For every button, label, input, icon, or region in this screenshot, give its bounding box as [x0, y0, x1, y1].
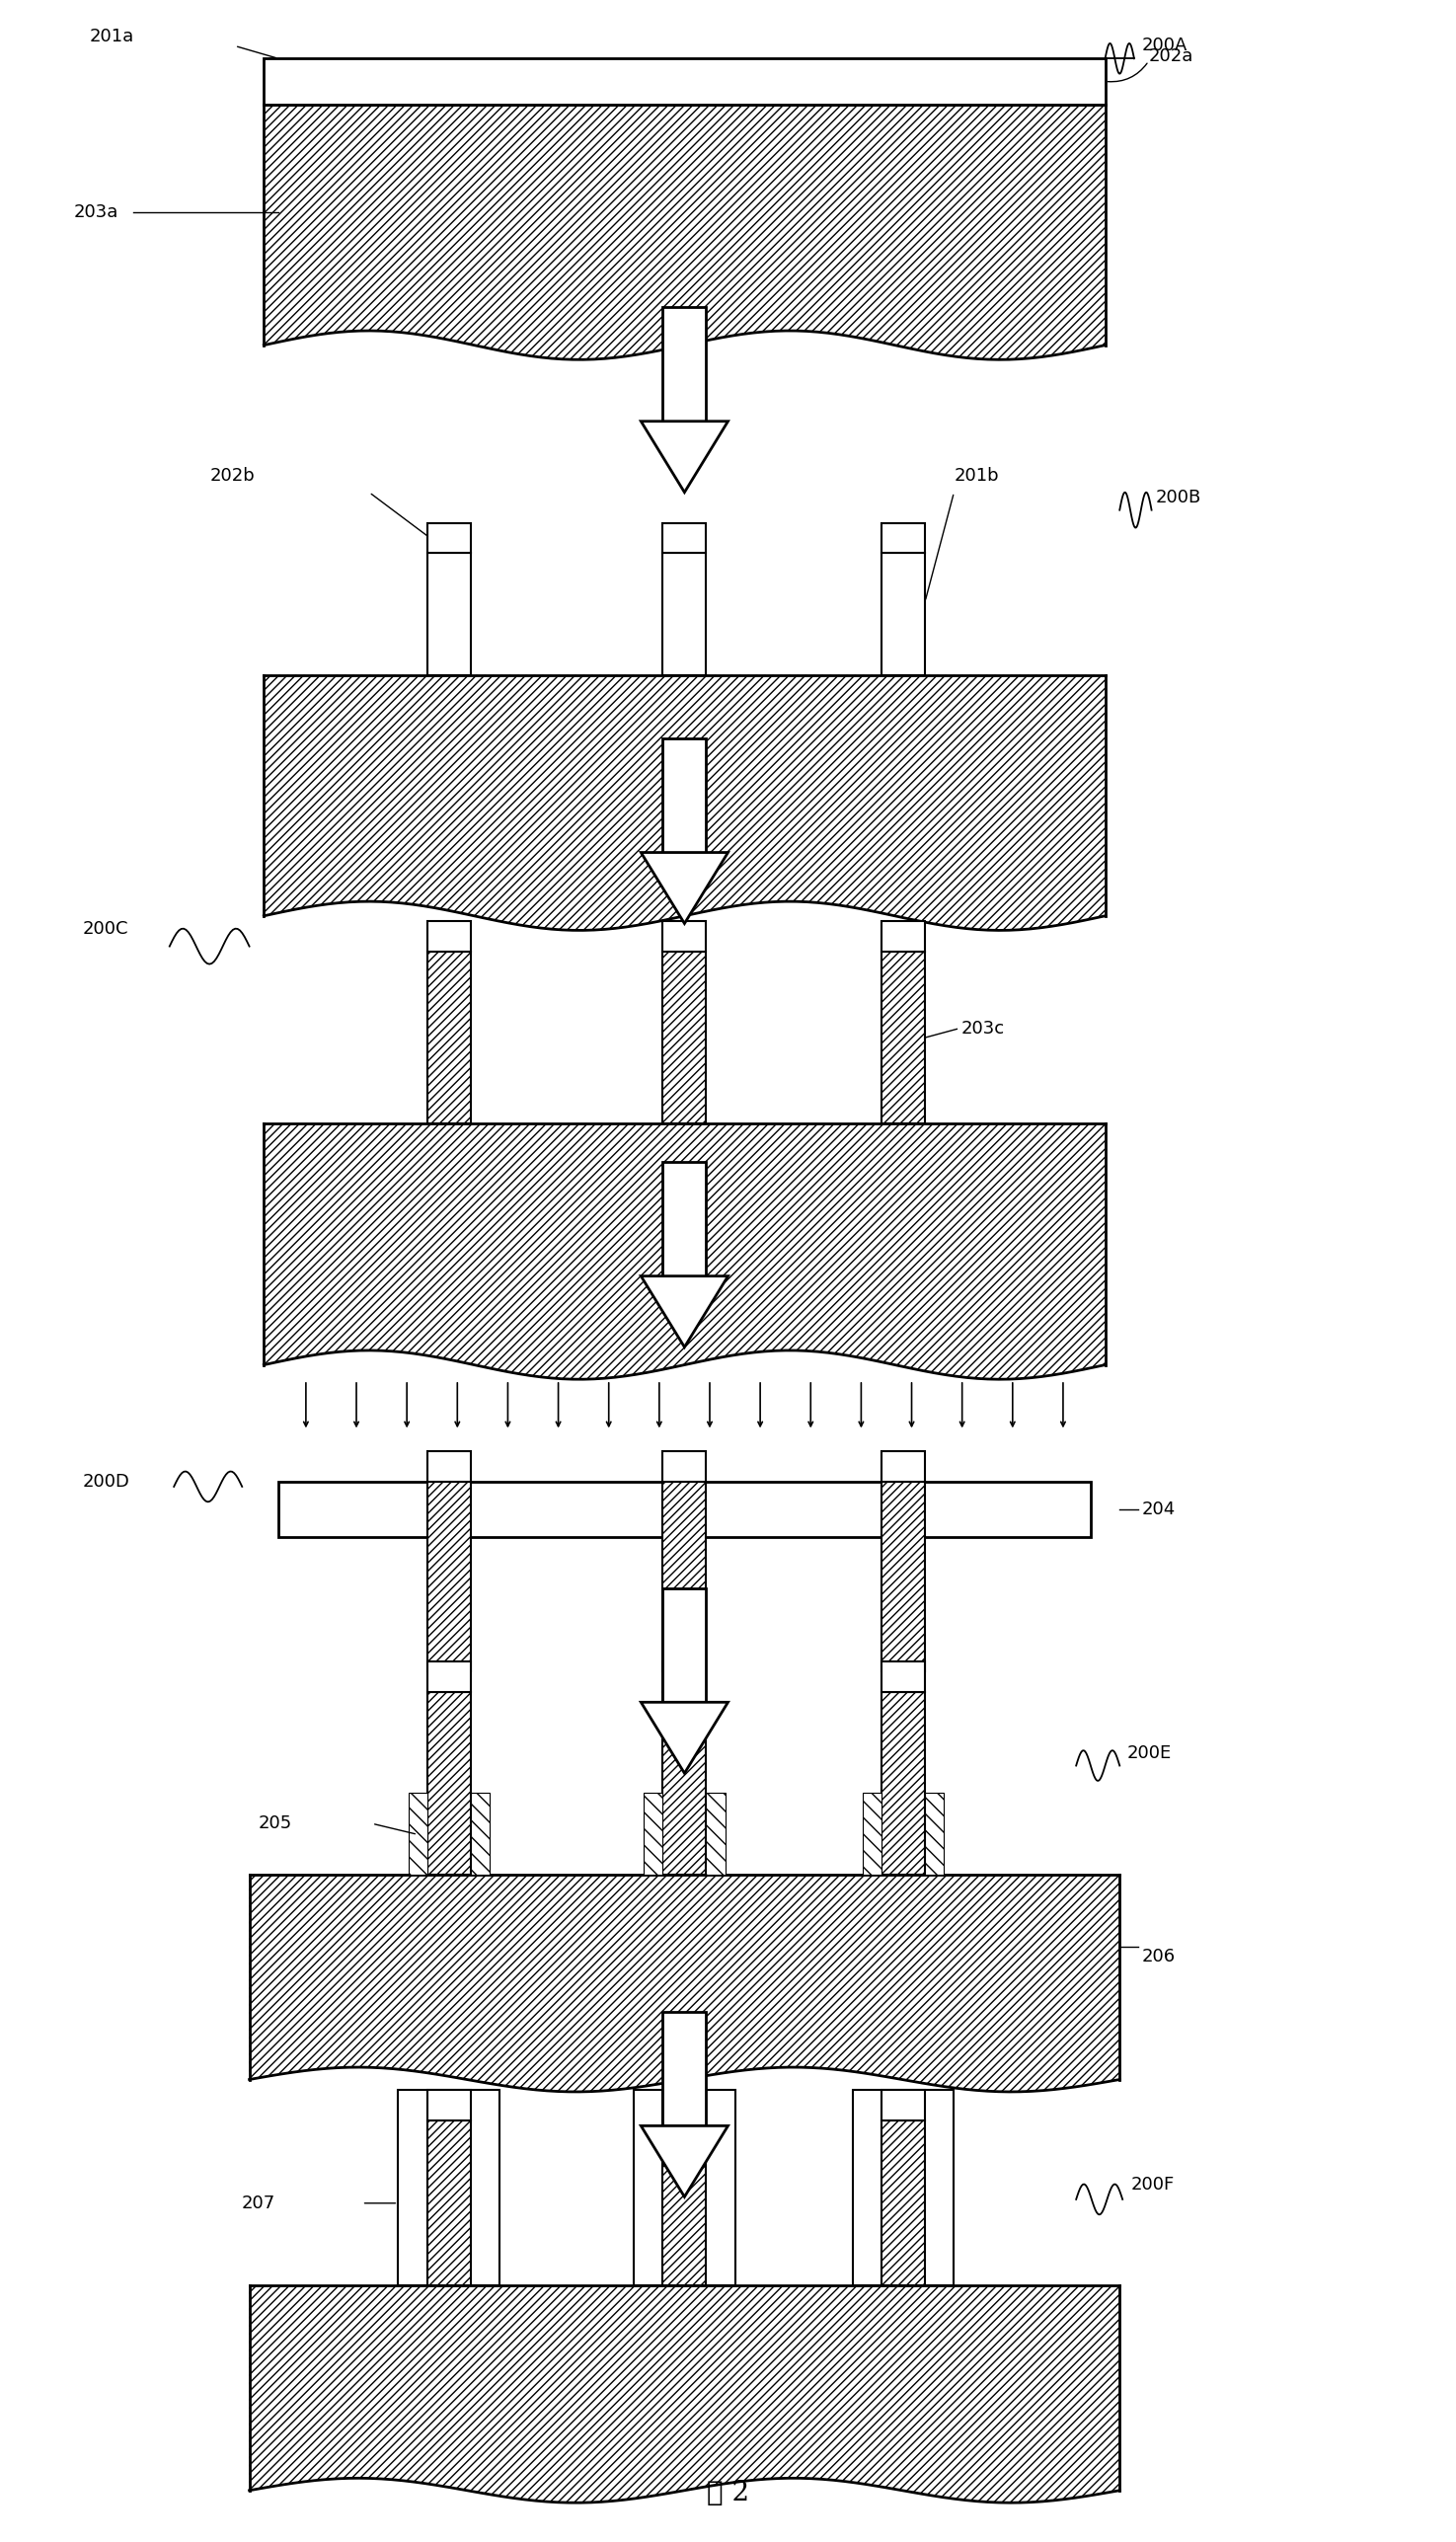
Bar — [662, 1482, 706, 1673]
Bar — [662, 2120, 706, 2285]
Bar — [881, 1662, 925, 1693]
Bar — [662, 737, 706, 852]
Text: 203c: 203c — [961, 1019, 1005, 1037]
Text: 203a: 203a — [74, 203, 119, 221]
Text: 205: 205 — [259, 1815, 293, 1833]
Polygon shape — [641, 852, 728, 923]
Text: 201a: 201a — [90, 28, 134, 46]
Bar — [662, 1451, 706, 1482]
Bar — [881, 2120, 925, 2285]
Bar — [662, 2011, 706, 2125]
Bar — [427, 2090, 470, 2120]
Bar — [427, 1662, 470, 1693]
Bar — [427, 1451, 470, 1482]
Polygon shape — [641, 422, 728, 493]
Bar — [662, 2090, 706, 2120]
Bar — [278, 1482, 1091, 1538]
Bar — [925, 1792, 943, 1873]
Bar — [427, 524, 470, 554]
Bar — [427, 2120, 470, 2285]
Bar — [881, 1451, 925, 1482]
Text: 201b: 201b — [954, 468, 999, 486]
Text: 图 2: 图 2 — [706, 2481, 750, 2506]
Bar — [881, 524, 925, 554]
Bar — [881, 554, 925, 676]
Text: 207: 207 — [242, 2194, 275, 2212]
Bar — [662, 920, 706, 951]
Bar — [633, 2090, 735, 2285]
Bar — [881, 951, 925, 1124]
Bar — [881, 920, 925, 951]
Polygon shape — [264, 676, 1105, 930]
Bar — [427, 951, 470, 1124]
Bar — [662, 554, 706, 676]
Text: 206: 206 — [1142, 1947, 1175, 1965]
Bar — [397, 2090, 499, 2285]
Text: 200B: 200B — [1156, 488, 1201, 506]
Bar — [427, 920, 470, 951]
Bar — [662, 1693, 706, 1873]
Bar — [427, 1693, 470, 1873]
Bar — [662, 524, 706, 554]
Polygon shape — [264, 104, 1105, 358]
Polygon shape — [641, 1703, 728, 1774]
Bar — [852, 2090, 954, 2285]
Text: 200C: 200C — [83, 920, 128, 938]
Bar — [881, 1693, 925, 1873]
Bar — [662, 308, 706, 422]
Text: 202b: 202b — [210, 468, 255, 486]
Bar — [264, 58, 1105, 104]
Polygon shape — [641, 2125, 728, 2196]
Text: 204: 204 — [1142, 1500, 1175, 1518]
Bar — [427, 1482, 470, 1673]
Bar — [427, 554, 470, 676]
Bar — [862, 1792, 881, 1873]
Polygon shape — [641, 1276, 728, 1347]
Text: 202a: 202a — [1149, 48, 1194, 66]
Text: 200D: 200D — [83, 1472, 130, 1490]
Bar — [662, 1162, 706, 1276]
Polygon shape — [264, 1124, 1105, 1380]
Polygon shape — [249, 1873, 1120, 2092]
Bar — [706, 1792, 725, 1873]
Bar — [408, 1792, 427, 1873]
Bar — [470, 1792, 489, 1873]
Bar — [662, 951, 706, 1124]
Bar — [662, 1662, 706, 1693]
Text: 200A: 200A — [1142, 38, 1187, 56]
Bar — [881, 1482, 925, 1673]
Bar — [662, 1589, 706, 1703]
Bar — [644, 1792, 662, 1873]
Text: 200E: 200E — [1127, 1744, 1172, 1762]
Text: 200F: 200F — [1131, 2176, 1175, 2194]
Polygon shape — [249, 2285, 1120, 2504]
Bar — [881, 2090, 925, 2120]
